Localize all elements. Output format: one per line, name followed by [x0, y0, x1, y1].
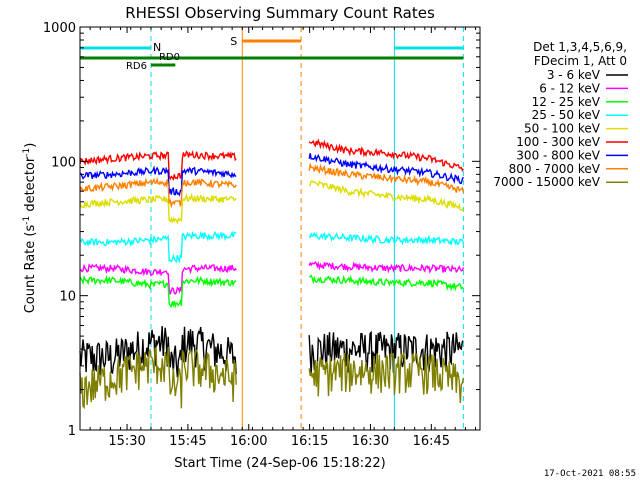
series-layer [79, 138, 465, 410]
series-7-pre-trace [79, 176, 237, 209]
y-axis-label-sup1: -1 [22, 216, 32, 225]
series-1-post-trace [308, 260, 465, 275]
plot-frame [79, 26, 481, 431]
series-5-post-trace [308, 138, 464, 172]
x-axis-label: Start Time (24-Sep-06 15:18:22) [174, 456, 385, 471]
series-2-post-trace [308, 274, 464, 292]
night-label: N [153, 41, 161, 54]
legend-item-2-label: 12 - 25 keV [532, 95, 601, 109]
series-3-post-trace [308, 231, 465, 246]
x-tick-label-5: 16:45 [413, 434, 450, 449]
y-axis-label-sup2: -1 [22, 148, 32, 157]
series-4-post-trace [308, 180, 465, 212]
series-2-pre-trace [79, 274, 237, 309]
y-tick-label-2: 100 [51, 155, 76, 170]
series-7 [79, 162, 465, 209]
legend-header-line1: Det 1,3,4,5,6,9, [533, 40, 627, 54]
legend-item-0-label: 3 - 6 keV [547, 68, 601, 82]
legend-item-1-label: 6 - 12 keV [539, 81, 601, 95]
series-5-pre-trace [79, 150, 237, 182]
legend-item-5-label: 100 - 300 keV [516, 135, 600, 149]
series-8-pre-trace [79, 346, 237, 410]
series-7-post-trace [308, 162, 465, 193]
series-3-pre-trace [79, 230, 237, 264]
series-0-pre-trace [79, 326, 237, 378]
saa-label: S [230, 35, 237, 48]
y-axis-label-end: ) [23, 143, 38, 148]
axis-ticks: 15:30 15:45 16:00 16:15 16:30 16:45 1 10 100 1000 [43, 21, 480, 449]
chart-title: RHESSI Observing Summary Count Rates [125, 4, 435, 22]
x-tick-label-2: 16:00 [230, 434, 267, 449]
y-tick-label-0: 1 [68, 424, 76, 439]
annotation-layer: N S RD6 RD0 [80, 35, 464, 72]
legend-item-6-label: 300 - 800 keV [516, 148, 600, 162]
x-tick-label-3: 16:15 [291, 434, 328, 449]
series-6 [79, 153, 464, 197]
legend-item-7-label: 800 - 7000 keV [509, 162, 601, 176]
y-tick-label-3: 1000 [43, 21, 76, 36]
x-tick-label-4: 16:30 [352, 434, 389, 449]
legend-item-4-label: 50 - 100 keV [524, 122, 601, 136]
series-8 [79, 346, 465, 410]
rd0-label: RD0 [159, 52, 180, 63]
x-tick-label-0: 15:30 [108, 434, 145, 449]
series-4-pre-trace [79, 192, 237, 225]
series-0 [79, 326, 464, 378]
rd6-label: RD6 [126, 61, 147, 72]
x-tick-label-1: 15:45 [169, 434, 206, 449]
legend-item-8-label: 7000 - 15000 keV [493, 175, 600, 189]
footer-timestamp: 17-Oct-2021 08:55 [544, 469, 636, 479]
series-3 [79, 230, 465, 264]
legend-item-3-label: 25 - 50 keV [532, 108, 601, 122]
series-2 [79, 274, 464, 309]
y-axis-label: Count Rate (s-1 detector-1) [22, 143, 38, 314]
series-6-pre-trace [79, 165, 237, 197]
y-axis-label-mid: detector [23, 156, 38, 216]
series-8-post-trace [308, 351, 465, 404]
series-5 [79, 138, 464, 182]
series-1 [79, 260, 465, 295]
y-tick-label-1: 10 [59, 290, 76, 305]
legend-header-line2: FDecim 1, Att 0 [534, 54, 627, 68]
y-axis-label-main: Count Rate (s [23, 225, 38, 314]
series-1-pre-trace [79, 263, 237, 295]
series-6-post-trace [308, 153, 464, 185]
series-0-post-trace [308, 330, 464, 374]
series-4 [79, 180, 465, 225]
